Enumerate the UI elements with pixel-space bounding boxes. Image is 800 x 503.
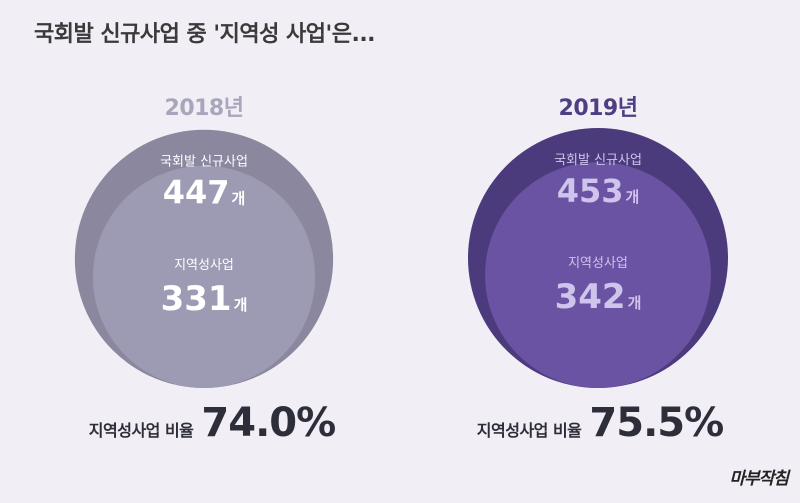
inner-category-label: 지역성사업	[174, 258, 234, 273]
outer-category-label: 국회발 신규사업	[554, 153, 642, 168]
ratio-label: 지역성사업 비율	[88, 421, 194, 440]
ratio-value: 74.0%	[201, 400, 336, 446]
ratio-2019: 지역성사업 비율 75.5%	[476, 400, 724, 446]
brand-logo: 마부작침	[729, 469, 789, 489]
outer-value-label: 447 개	[163, 174, 246, 212]
inner-value-label: 342 개	[555, 277, 642, 317]
inner-value-label: 331 개	[161, 279, 248, 319]
outer-category-label: 국회발 신규사업	[160, 155, 248, 170]
year-label-2018: 2018년	[164, 96, 244, 121]
ratio-2018: 지역성사업 비율 74.0%	[88, 400, 336, 446]
inner-category-label: 지역성사업	[568, 256, 628, 271]
inner-circle-2018	[92, 165, 316, 388]
outer-value-label: 453 개	[557, 172, 640, 210]
ratio-value: 75.5%	[589, 400, 724, 446]
page-title: 국회발 신규사업 중 '지역성 사업'은...	[34, 22, 376, 47]
inner-circle-2019	[485, 162, 711, 388]
ratio-label: 지역성사업 비율	[476, 421, 582, 440]
year-label-2019: 2019년	[558, 96, 638, 121]
